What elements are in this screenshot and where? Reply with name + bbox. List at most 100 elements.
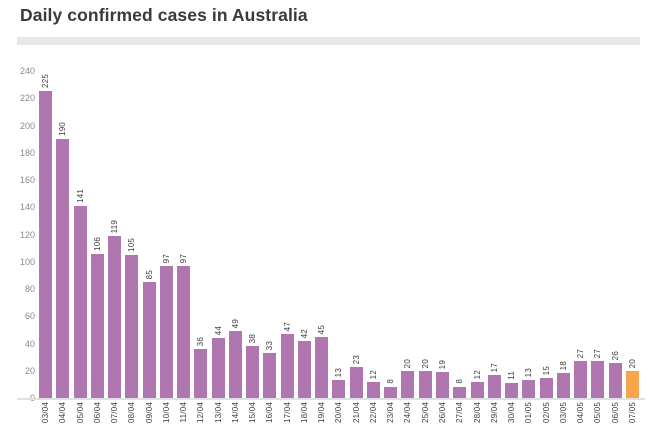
chart-bar-06-04[interactable] (91, 254, 104, 398)
chart-title: Daily confirmed cases in Australia (20, 5, 308, 25)
x-tick-label: 10/04 (161, 402, 171, 424)
x-tick-label: 20/04 (333, 402, 343, 424)
chart-bar-08-04[interactable] (125, 255, 138, 398)
y-tick-label: 200 (19, 121, 35, 131)
x-tick-label: 07/05 (627, 402, 637, 424)
chart-bar-11-04[interactable] (177, 266, 190, 398)
x-tick-label: 16/04 (264, 402, 274, 424)
chart-bar-04-04[interactable] (56, 139, 69, 398)
chart-bar-26-04[interactable] (436, 372, 449, 398)
chart-bar-12-04[interactable] (194, 349, 207, 398)
chart-bar-29-04[interactable] (488, 375, 501, 398)
x-tick-label: 14/04 (230, 402, 240, 424)
chart-bar-07-05[interactable] (626, 371, 639, 398)
bar-value-label: 20 (627, 358, 637, 368)
x-tick-label: 15/04 (247, 402, 257, 424)
bar-value-label: 49 (230, 318, 240, 328)
y-tick-label: 220 (19, 93, 35, 103)
bar-value-label: 17 (489, 362, 499, 372)
chart-bar-01-05[interactable] (522, 380, 535, 398)
chart-bar-30-04[interactable] (505, 383, 518, 398)
chart-bar-05-04[interactable] (74, 206, 87, 398)
chart-bar-27-04[interactable] (453, 387, 466, 398)
chart-bar-17-04[interactable] (281, 334, 294, 398)
bar-value-label: 119 (109, 219, 119, 233)
bar-value-label: 106 (92, 237, 102, 251)
x-tick-label: 11/04 (178, 402, 188, 423)
chart-bar-03-04[interactable] (39, 91, 52, 398)
y-tick-label: 80 (24, 284, 35, 294)
chart-bar-06-05[interactable] (609, 363, 622, 398)
bar-value-label: 38 (247, 333, 257, 343)
chart-bar-25-04[interactable] (419, 371, 432, 398)
bar-value-label: 225 (40, 74, 50, 88)
chart-bar-28-04[interactable] (471, 382, 484, 398)
bar-value-label: 97 (178, 253, 188, 263)
x-tick-label: 03/04 (40, 402, 50, 424)
x-tick-label: 05/04 (75, 402, 85, 424)
bar-value-label: 11 (506, 371, 516, 380)
bar-value-label: 12 (472, 369, 482, 379)
y-tick-label: 180 (19, 148, 35, 158)
bar-value-label: 23 (351, 354, 361, 364)
x-tick-label: 25/04 (420, 402, 430, 424)
chart-bar-19-04[interactable] (315, 337, 328, 398)
bar-value-label: 8 (385, 379, 395, 384)
x-tick-label: 04/05 (575, 402, 585, 424)
chart-bar-21-04[interactable] (350, 367, 363, 398)
x-tick-label: 06/04 (92, 402, 102, 424)
chart-bar-10-04[interactable] (160, 266, 173, 398)
x-tick-label: 02/05 (541, 402, 551, 424)
chart-bar-03-05[interactable] (557, 373, 570, 398)
y-tick-label: 160 (19, 175, 35, 185)
bar-value-label: 18 (558, 360, 568, 370)
bar-value-label: 141 (75, 189, 85, 203)
bar-value-label: 19 (437, 359, 447, 369)
x-tick-label: 23/04 (385, 402, 395, 424)
bar-value-label: 85 (144, 269, 154, 279)
bar-value-label: 44 (213, 325, 223, 335)
chart-bar-02-05[interactable] (540, 378, 553, 398)
bar-value-label: 47 (282, 321, 292, 331)
x-tick-label: 05/05 (592, 402, 602, 424)
x-tick-label: 19/04 (316, 402, 326, 424)
chart-bar-15-04[interactable] (246, 346, 259, 398)
chart-bar-05-05[interactable] (591, 361, 604, 398)
chart-bar-16-04[interactable] (263, 353, 276, 398)
x-tick-label: 08/04 (126, 402, 136, 424)
chart-bar-23-04[interactable] (384, 387, 397, 398)
x-tick-label: 24/04 (402, 402, 412, 424)
x-tick-label: 17/04 (282, 402, 292, 424)
bar-value-label: 105 (126, 238, 136, 252)
x-tick-label: 18/04 (299, 402, 309, 424)
x-tick-label: 29/04 (489, 402, 499, 424)
x-tick-label: 07/04 (109, 402, 119, 424)
bar-value-label: 36 (195, 336, 205, 346)
chart-bar-13-04[interactable] (212, 338, 225, 398)
chart-bar-18-04[interactable] (298, 341, 311, 398)
chart-bar-24-04[interactable] (401, 371, 414, 398)
chart-bar-07-04[interactable] (108, 236, 121, 398)
bar-value-label: 20 (420, 358, 430, 368)
x-tick-label: 26/04 (437, 402, 447, 424)
y-tick-label: 20 (24, 366, 35, 376)
x-tick-label: 12/04 (195, 402, 205, 424)
chart-bar-14-04[interactable] (229, 331, 242, 398)
y-tick-label: 240 (19, 66, 35, 76)
y-tick-label: 140 (19, 202, 35, 212)
bar-value-label: 8 (454, 379, 464, 384)
x-tick-label: 28/04 (472, 402, 482, 424)
chart-bar-04-05[interactable] (574, 361, 587, 398)
y-tick-label: 100 (19, 257, 35, 267)
bar-value-label: 13 (333, 367, 343, 377)
bar-value-label: 20 (402, 358, 412, 368)
chart-bar-22-04[interactable] (367, 382, 380, 398)
chart-bar-20-04[interactable] (332, 380, 345, 398)
x-tick-label: 01/05 (523, 402, 533, 424)
x-tick-label: 06/05 (610, 402, 620, 424)
chart-bar-09-04[interactable] (143, 282, 156, 398)
bar-value-label: 26 (610, 350, 620, 360)
bar-value-label: 13 (523, 367, 533, 377)
